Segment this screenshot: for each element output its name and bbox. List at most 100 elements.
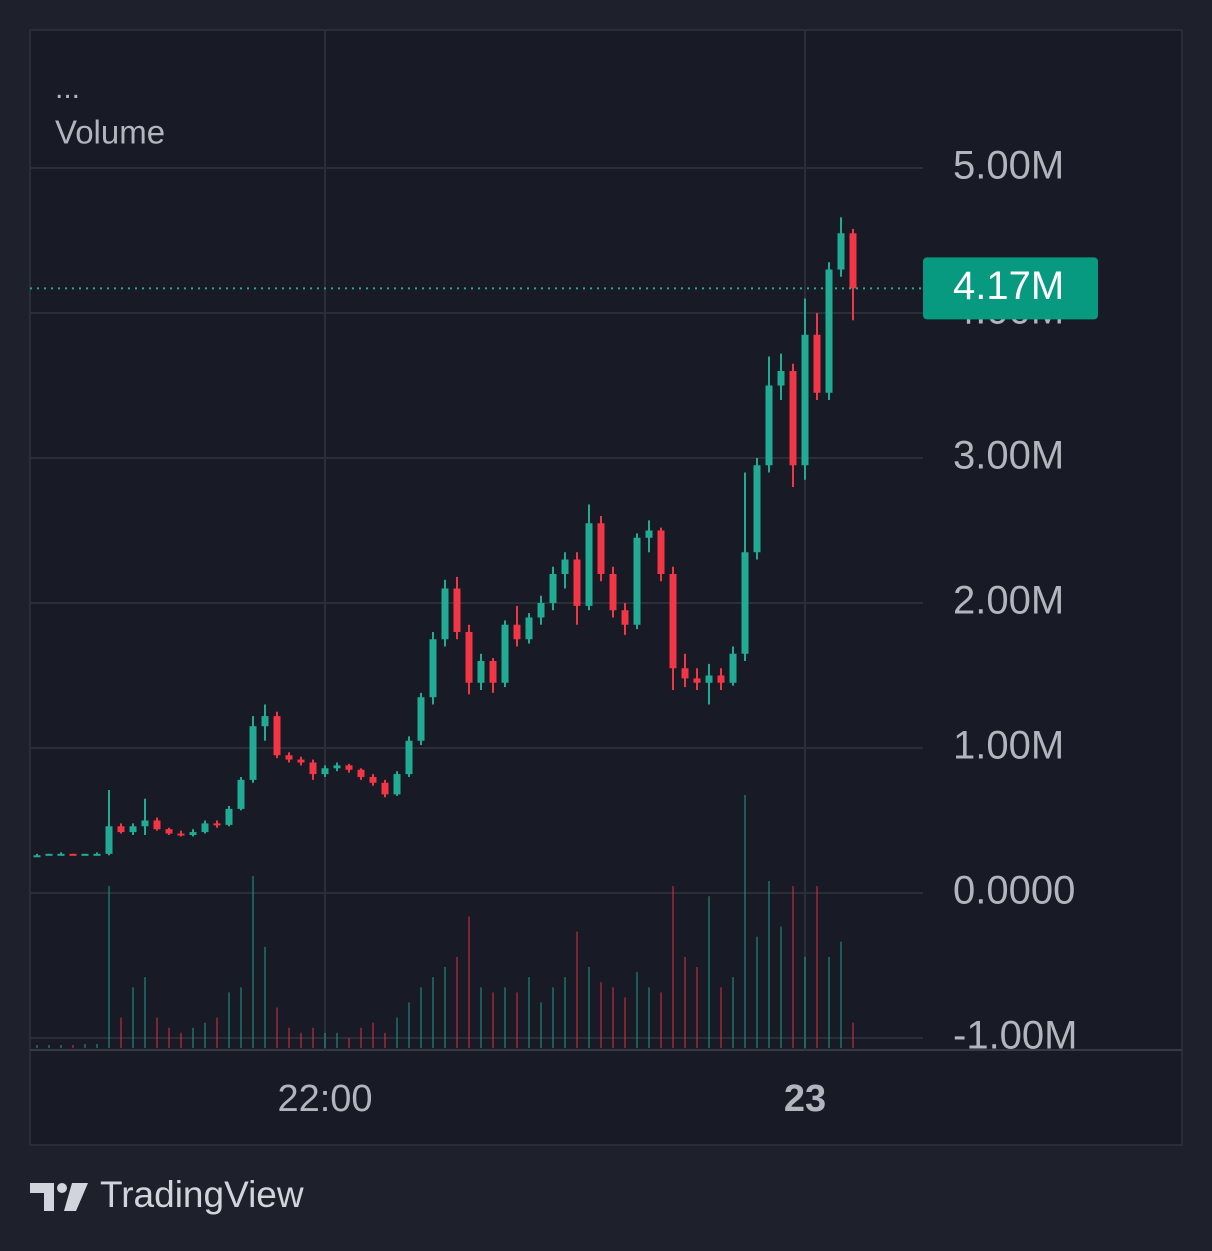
volume-bar <box>336 1032 338 1048</box>
candle-body <box>33 855 41 858</box>
volume-bar <box>804 956 806 1048</box>
volume-bar <box>624 997 626 1048</box>
volume-bar <box>648 987 650 1048</box>
volume-bar <box>552 987 554 1048</box>
candle-body <box>801 334 809 466</box>
candle-body <box>645 530 653 538</box>
candle-body <box>273 716 281 756</box>
volume-bar <box>768 881 770 1048</box>
volume-bar <box>588 967 590 1048</box>
volume-bar <box>516 992 518 1048</box>
last-price-tag <box>923 257 1098 320</box>
candle-body <box>261 716 269 727</box>
candle-body <box>237 779 245 809</box>
volume-bar <box>240 987 242 1048</box>
candle-body <box>69 853 77 856</box>
candle-body <box>501 624 509 683</box>
candle-body <box>621 610 629 625</box>
candle-body <box>297 759 305 763</box>
candle-body <box>513 624 521 640</box>
logo-mark <box>57 1183 67 1193</box>
overlay: 22:00 23 4.17M <box>277 257 1098 1120</box>
volume-bar <box>396 1017 398 1048</box>
candle-body <box>381 782 389 795</box>
volume-bar <box>636 972 638 1048</box>
candle-body <box>417 697 425 741</box>
volume-bar <box>708 896 710 1048</box>
volume-bar <box>456 956 458 1048</box>
volume-bar <box>36 1044 38 1048</box>
candle-body <box>477 660 485 683</box>
logo: TradingView <box>30 1174 304 1215</box>
volume-bar <box>744 795 746 1048</box>
candle-body <box>837 233 845 270</box>
candle-body <box>189 832 197 835</box>
volume-bar <box>720 987 722 1048</box>
volume-bar <box>120 1017 122 1048</box>
candle-body <box>465 631 473 683</box>
volume-bar <box>84 1043 86 1048</box>
volume-bar <box>780 926 782 1048</box>
candle-body <box>669 574 677 669</box>
volume-bar <box>792 886 794 1048</box>
volume-bar <box>192 1027 194 1048</box>
volume-bar <box>528 977 530 1048</box>
candle-body <box>729 653 737 683</box>
candle-body <box>285 755 293 760</box>
candle-body <box>105 826 113 854</box>
volume-bar <box>840 941 842 1048</box>
volume-bar <box>852 1022 854 1048</box>
candle-body <box>813 334 821 393</box>
candle-body <box>609 574 617 611</box>
candle-body <box>81 853 89 856</box>
candle-body <box>249 726 257 780</box>
candle-body <box>633 537 641 625</box>
candle-body <box>777 371 785 386</box>
candle-body <box>45 853 53 856</box>
candle-body <box>393 774 401 795</box>
volume-bar <box>72 1044 74 1048</box>
volume-bar <box>576 931 578 1048</box>
candle-body <box>201 823 209 833</box>
last-price-label: 4.17M <box>953 264 1064 308</box>
volume-bar <box>144 977 146 1048</box>
candle-body <box>369 776 377 783</box>
candle-body <box>129 826 137 833</box>
candle-body <box>597 523 605 574</box>
indicator-label: Volume <box>55 114 165 151</box>
volume-bar <box>324 1032 326 1048</box>
volume-bar <box>732 977 734 1048</box>
candle-body <box>321 768 329 775</box>
candle-body <box>537 602 545 618</box>
candle-body <box>333 765 341 769</box>
volume-bar <box>828 956 830 1048</box>
volume-bar <box>612 987 614 1048</box>
candle-body <box>753 465 761 553</box>
candle-body <box>717 675 725 683</box>
logo-mark <box>64 1183 88 1211</box>
volume-bar <box>480 987 482 1048</box>
volume-bar <box>684 956 686 1048</box>
volume-bar <box>372 1022 374 1048</box>
candle-body <box>345 765 353 770</box>
volume-bar <box>252 875 254 1048</box>
y-tick-label: -1.00M <box>953 1014 1078 1058</box>
candle-body <box>705 675 713 683</box>
y-tick-label: 3.00M <box>953 434 1064 478</box>
volume-bar <box>384 1032 386 1048</box>
chart-frame <box>29 29 1183 1146</box>
volume-bar <box>420 987 422 1048</box>
volume-bar <box>288 1027 290 1048</box>
volume-bar <box>312 1027 314 1048</box>
candle-body <box>741 552 749 654</box>
x-tick-label: 23 <box>784 1078 826 1120</box>
volume-bar <box>60 1044 62 1048</box>
candle-body <box>141 820 149 827</box>
volume-bar <box>348 1037 350 1048</box>
candle-body <box>213 823 221 826</box>
candle-body <box>177 833 185 836</box>
x-tick-label: 22:00 <box>277 1078 372 1120</box>
candle-body <box>441 588 449 640</box>
candle-body <box>765 385 773 466</box>
